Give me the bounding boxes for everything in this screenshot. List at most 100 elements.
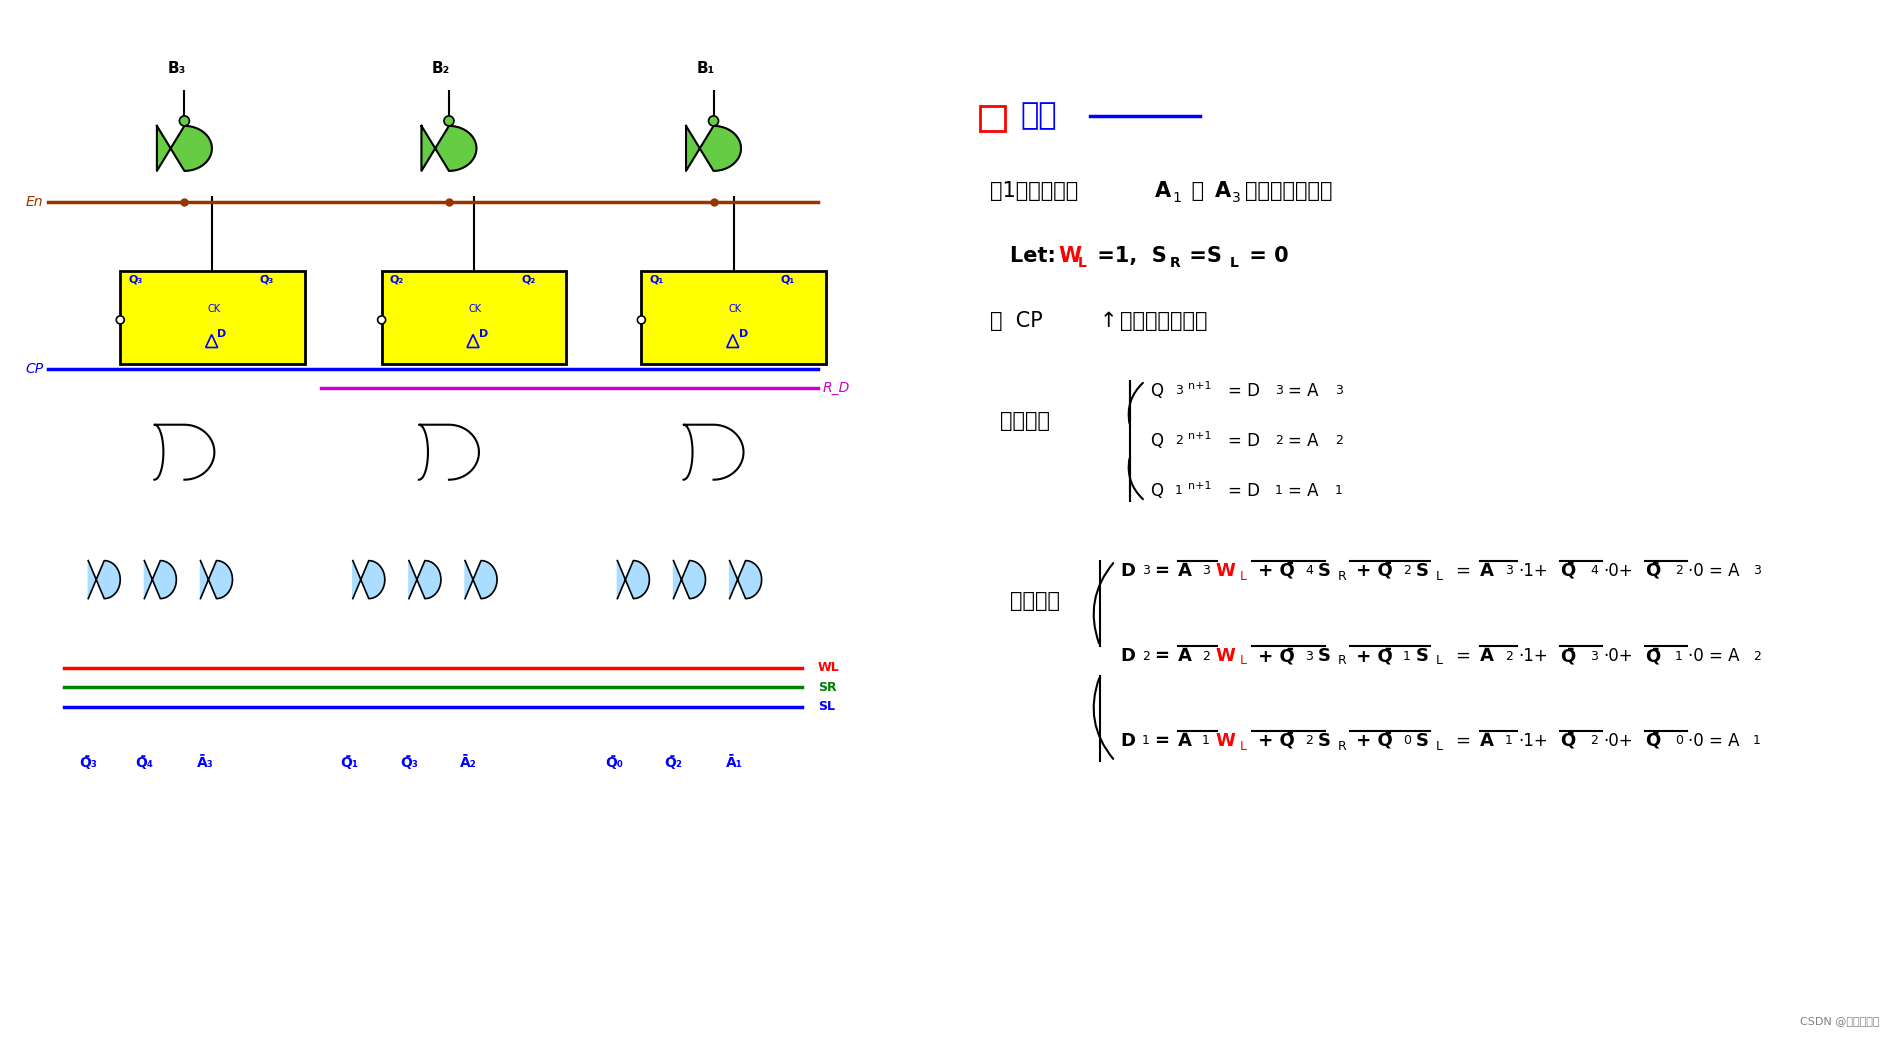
Text: =: =: [1155, 562, 1176, 580]
Circle shape: [708, 116, 719, 126]
Text: 输入方程: 输入方程: [1010, 591, 1060, 611]
Text: ·1+: ·1+: [1519, 647, 1547, 665]
Text: L: L: [1241, 740, 1246, 753]
Text: D: D: [1121, 731, 1134, 750]
FancyBboxPatch shape: [383, 271, 565, 364]
Text: 1: 1: [1203, 735, 1210, 747]
Text: B₁: B₁: [696, 61, 716, 76]
Text: =: =: [1456, 562, 1469, 580]
Text: = A: = A: [1288, 382, 1319, 400]
Text: ·0+: ·0+: [1602, 562, 1633, 580]
Text: W: W: [1058, 246, 1081, 266]
FancyBboxPatch shape: [950, 21, 1880, 1031]
Text: R: R: [1338, 570, 1347, 582]
Text: Q̄₄: Q̄₄: [135, 756, 154, 770]
Text: = D: = D: [1227, 382, 1260, 400]
Text: + Q̄: + Q̄: [1349, 562, 1393, 580]
Text: = 0: = 0: [1243, 246, 1288, 266]
Text: ·0+: ·0+: [1602, 647, 1633, 665]
Text: 3: 3: [1591, 650, 1599, 662]
Polygon shape: [617, 560, 649, 599]
Polygon shape: [156, 126, 211, 171]
Text: = A: = A: [1288, 432, 1319, 450]
Text: L: L: [1241, 570, 1246, 582]
Text: Ā: Ā: [1481, 731, 1494, 750]
Text: S: S: [1319, 562, 1330, 580]
Text: 3: 3: [1275, 385, 1283, 397]
Text: SL: SL: [818, 701, 835, 714]
Text: + Q̄: + Q̄: [1252, 647, 1294, 665]
Text: Q̄: Q̄: [1560, 647, 1576, 665]
Text: Ā: Ā: [1178, 647, 1191, 665]
Polygon shape: [464, 560, 497, 599]
Text: Ā: Ā: [1481, 562, 1494, 580]
Text: ↑: ↑: [1100, 311, 1117, 331]
Text: 2: 2: [1174, 434, 1184, 448]
Text: L: L: [1077, 256, 1087, 270]
Text: = A: = A: [1288, 482, 1319, 500]
Polygon shape: [352, 560, 384, 599]
FancyBboxPatch shape: [980, 106, 1005, 131]
Text: 次态方程: 次态方程: [999, 411, 1050, 431]
Text: D: D: [1121, 647, 1134, 665]
Text: W: W: [1214, 562, 1235, 580]
Text: 1: 1: [1142, 735, 1149, 747]
Text: （1）写入：将: （1）写入：将: [990, 181, 1085, 201]
Polygon shape: [154, 425, 215, 479]
Text: 3: 3: [1305, 650, 1313, 662]
Text: B₂: B₂: [432, 61, 451, 76]
Text: 当  CP: 当 CP: [990, 311, 1043, 331]
Text: Ā: Ā: [1481, 647, 1494, 665]
Text: 1: 1: [1505, 735, 1513, 747]
Text: CK: CK: [729, 305, 742, 314]
Polygon shape: [674, 560, 706, 599]
Text: Ā: Ā: [1178, 562, 1191, 580]
Text: Q̄: Q̄: [1644, 647, 1659, 665]
Text: Q̄₃: Q̄₃: [80, 756, 97, 770]
Text: D: D: [217, 329, 226, 339]
Text: 1: 1: [1403, 650, 1410, 662]
Text: Q̄₂: Q̄₂: [521, 275, 535, 285]
Polygon shape: [88, 560, 120, 599]
Text: S: S: [1416, 562, 1429, 580]
Text: + Q̄: + Q̄: [1252, 562, 1294, 580]
Text: 3: 3: [1203, 564, 1210, 577]
Text: 1: 1: [1275, 485, 1283, 497]
Text: + Q̄: + Q̄: [1349, 647, 1393, 665]
Text: Q: Q: [1149, 432, 1163, 450]
Text: L: L: [1229, 256, 1239, 270]
Text: 2: 2: [1203, 650, 1210, 662]
Text: W: W: [1214, 731, 1235, 750]
Text: R: R: [1338, 655, 1347, 667]
Text: ·0 = A: ·0 = A: [1688, 731, 1739, 750]
Text: Q̄₃: Q̄₃: [259, 275, 274, 285]
Text: Q̄₀: Q̄₀: [605, 756, 622, 770]
Text: 3: 3: [1753, 564, 1760, 577]
Text: CK: CK: [468, 305, 481, 314]
Text: W: W: [1214, 647, 1235, 665]
Text: 2: 2: [1505, 650, 1513, 662]
Polygon shape: [421, 126, 476, 171]
Text: Ā₂: Ā₂: [461, 756, 476, 770]
Text: Q₃: Q₃: [128, 275, 143, 285]
Text: 2: 2: [1336, 434, 1344, 448]
Text: Ā₃: Ā₃: [196, 756, 213, 770]
Text: 2: 2: [1591, 735, 1599, 747]
Text: 0: 0: [1403, 735, 1410, 747]
Text: WL: WL: [818, 661, 839, 675]
Text: ·1+: ·1+: [1519, 731, 1547, 750]
Text: =1,  S: =1, S: [1090, 246, 1167, 266]
Text: L: L: [1437, 655, 1442, 667]
Text: Ā₁: Ā₁: [725, 756, 742, 770]
Text: 3: 3: [1174, 385, 1184, 397]
Text: ·0 = A: ·0 = A: [1688, 647, 1739, 665]
Circle shape: [377, 316, 386, 324]
Text: Let:: Let:: [1010, 246, 1064, 266]
Text: S: S: [1319, 647, 1330, 665]
Text: ·0 = A: ·0 = A: [1688, 562, 1739, 580]
Text: 2: 2: [1753, 650, 1760, 662]
Text: CSDN @李小量同志: CSDN @李小量同志: [1800, 1016, 1880, 1026]
Text: A: A: [1214, 181, 1231, 201]
Text: Q₁: Q₁: [649, 275, 664, 285]
Text: SR: SR: [818, 681, 837, 694]
